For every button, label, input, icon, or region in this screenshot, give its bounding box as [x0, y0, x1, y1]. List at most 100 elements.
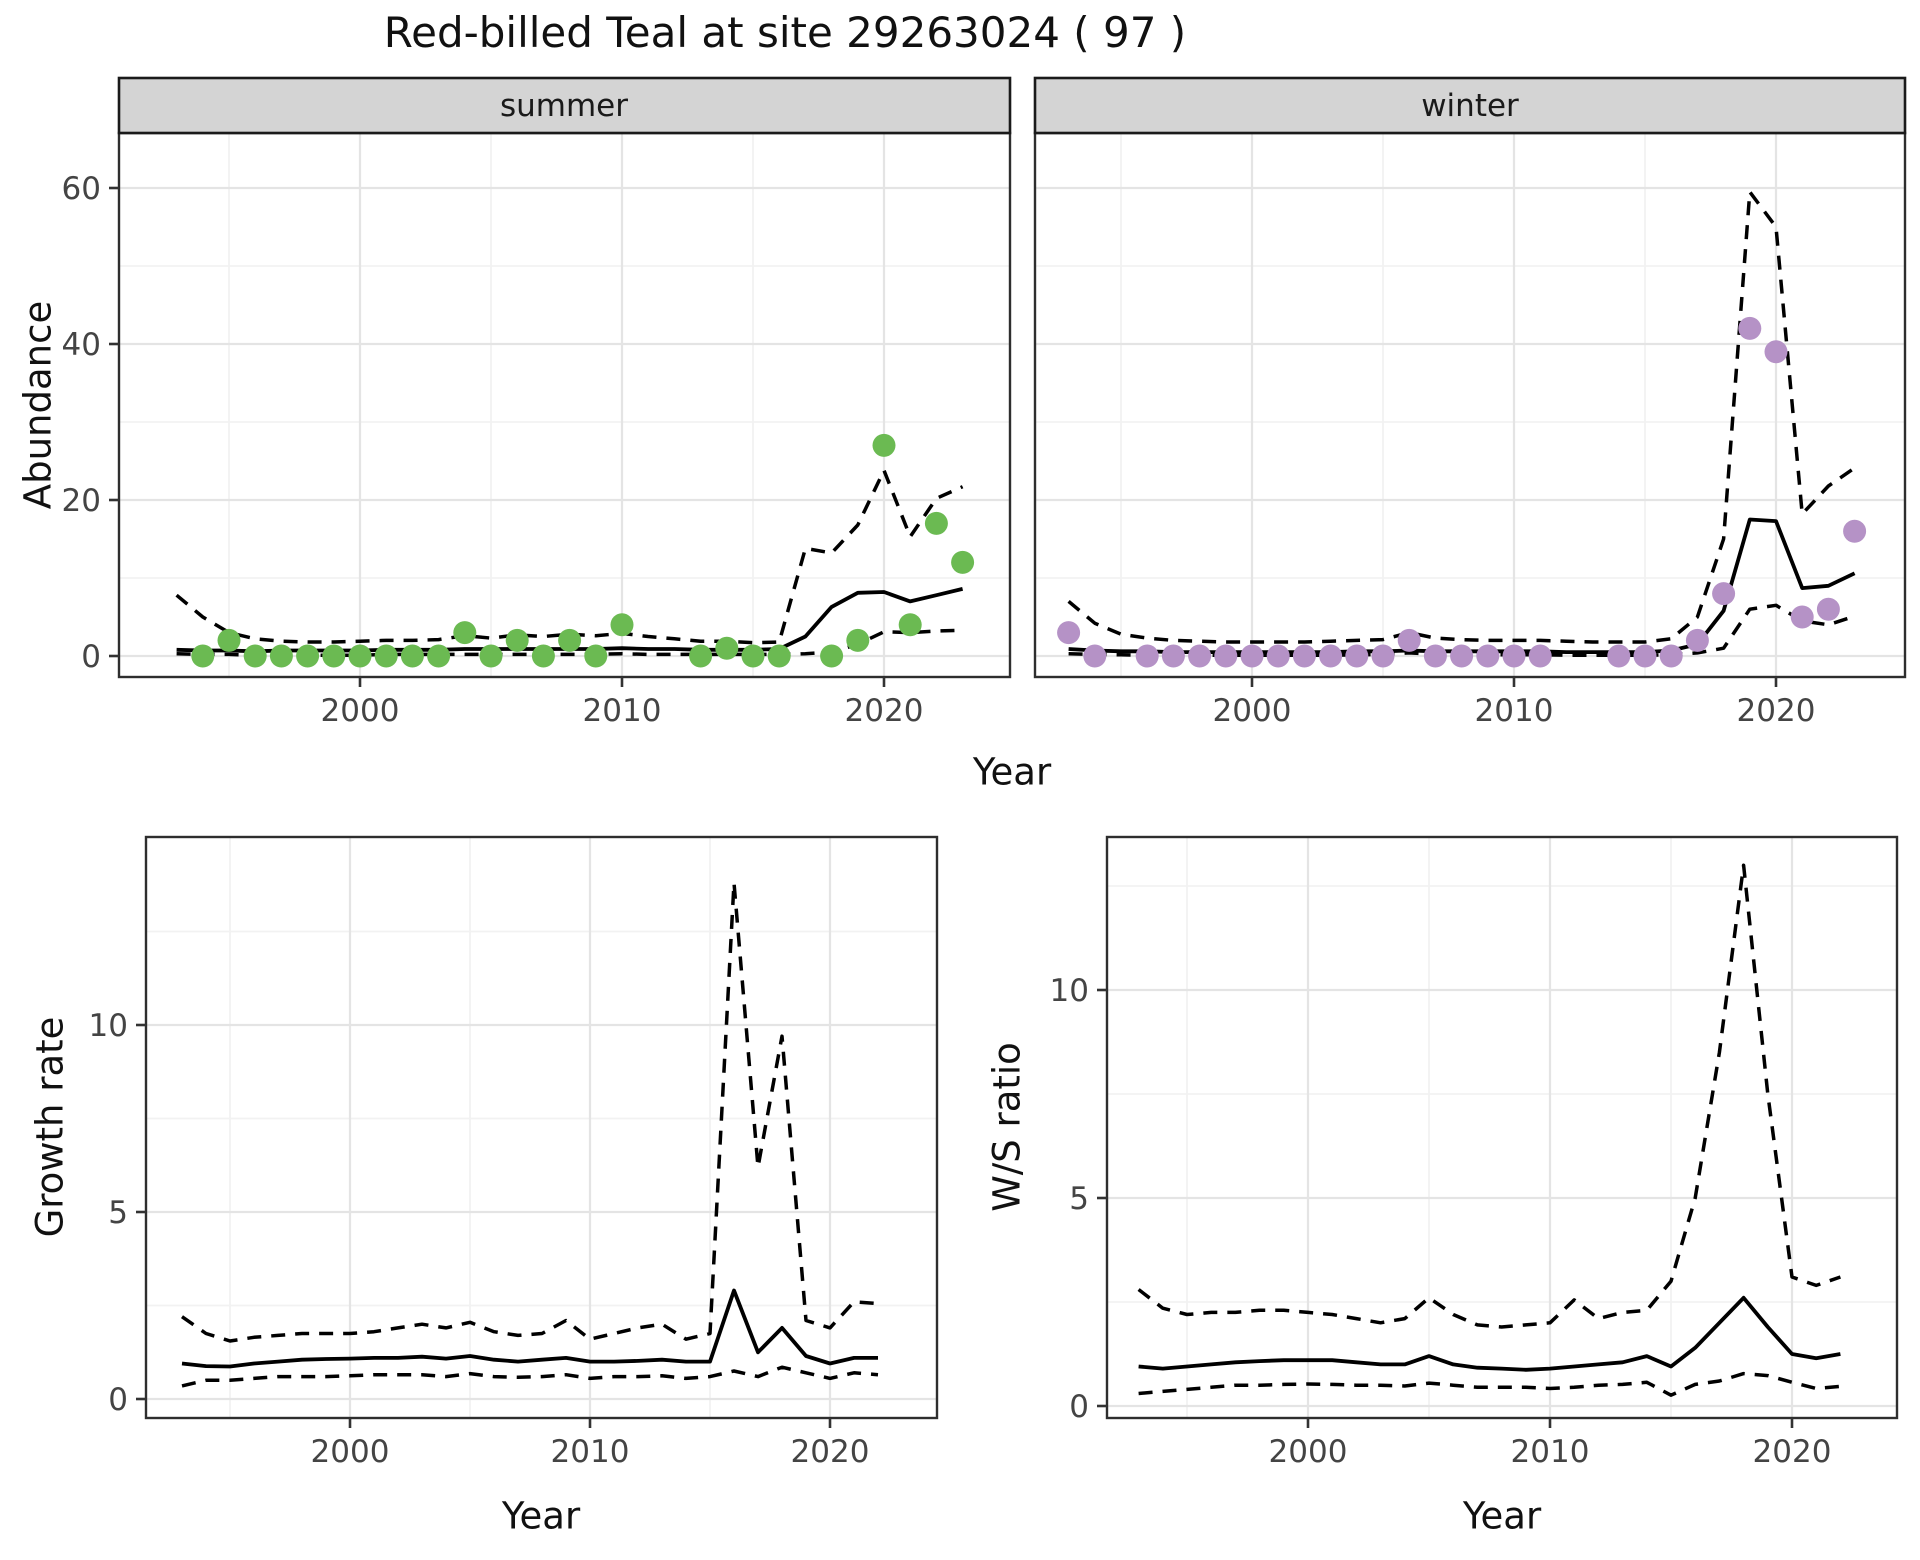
observed-point	[1450, 644, 1474, 668]
observed-point	[1633, 644, 1657, 668]
observed-point	[1135, 644, 1159, 668]
x-tick-label: 2020	[1753, 1434, 1832, 1470]
x-tick-label: 2010	[1511, 1434, 1590, 1470]
observed-point	[584, 644, 608, 668]
observed-point	[191, 644, 215, 668]
panel-background	[119, 133, 1010, 677]
observed-point	[1292, 644, 1316, 668]
x-axis-title-year-bottom-left: Year	[501, 1494, 581, 1538]
observed-point	[269, 644, 293, 668]
observed-point	[715, 636, 739, 660]
y-axis-title-growth-rate: Growth rate	[28, 1016, 72, 1238]
x-tick-label: 2000	[1269, 1434, 1348, 1470]
observed-point	[1423, 644, 1447, 668]
y-tick-label: 5	[108, 1195, 128, 1231]
observed-point	[1371, 644, 1395, 668]
y-tick-label: 10	[1050, 973, 1089, 1009]
facet-label-summer: summer	[499, 88, 629, 124]
observed-point	[296, 644, 320, 668]
y-axis-title-ws-ratio: W/S ratio	[985, 1042, 1029, 1212]
observed-point	[243, 644, 267, 668]
panel-border	[1105, 835, 1899, 1420]
observed-point	[1659, 644, 1683, 668]
observed-point	[1502, 644, 1526, 668]
observed-point	[741, 644, 765, 668]
x-tick-label: 2020	[791, 1434, 870, 1470]
observed-point	[322, 644, 346, 668]
observed-point	[558, 628, 582, 652]
observed-point	[505, 628, 529, 652]
observed-point	[1738, 316, 1762, 340]
observed-point	[1188, 644, 1212, 668]
panel-border	[144, 835, 939, 1420]
observed-point	[1476, 644, 1500, 668]
observed-point	[1607, 644, 1631, 668]
observed-point	[1528, 644, 1552, 668]
observed-point	[1843, 519, 1867, 543]
observed-point	[400, 644, 424, 668]
x-tick-label: 2010	[1475, 693, 1554, 729]
observed-point	[898, 613, 922, 637]
observed-point	[1319, 644, 1343, 668]
y-tick-label: 5	[1069, 1181, 1089, 1217]
y-tick-label: 0	[108, 1382, 128, 1418]
facet-strip	[117, 76, 1012, 135]
y-axis-title-abundance: Abundance	[16, 300, 60, 510]
observed-point	[1685, 628, 1709, 652]
observed-point	[479, 644, 503, 668]
observed-point	[1266, 644, 1290, 668]
ci-upper-line	[180, 881, 879, 1343]
observed-point	[1083, 644, 1107, 668]
observed-point	[348, 644, 372, 668]
ci-upper-line	[1137, 863, 1841, 1329]
x-tick-label: 2020	[845, 693, 924, 729]
x-tick-label: 2000	[311, 1434, 390, 1470]
observed-point	[610, 613, 634, 637]
x-axis-title-year-bottom-right: Year	[1462, 1494, 1542, 1538]
fit-line	[1138, 1295, 1841, 1372]
observed-point	[767, 644, 791, 668]
observed-point	[820, 644, 844, 668]
ci-upper-line	[175, 468, 964, 645]
y-tick-label: 20	[62, 483, 101, 519]
observed-point	[1397, 628, 1421, 652]
panel-background	[146, 837, 937, 1418]
panel-background	[1107, 837, 1897, 1418]
facet-label-winter: winter	[1421, 88, 1519, 124]
x-axis-title-year-top: Year	[972, 750, 1052, 794]
x-tick-label: 2010	[583, 693, 662, 729]
y-tick-label: 0	[81, 639, 101, 675]
y-tick-label: 40	[62, 327, 101, 363]
observed-point	[453, 621, 477, 645]
observed-point	[951, 550, 975, 574]
observed-point	[374, 644, 398, 668]
x-tick-label: 2000	[321, 693, 400, 729]
y-tick-label: 60	[62, 171, 101, 207]
observed-point	[1764, 340, 1788, 364]
observed-point	[1161, 644, 1185, 668]
observed-point	[531, 644, 555, 668]
y-tick-label: 10	[89, 1008, 128, 1044]
observed-point	[1816, 597, 1840, 621]
x-tick-label: 2010	[551, 1434, 630, 1470]
ci-upper-line	[1067, 190, 1856, 644]
observed-point	[1214, 644, 1238, 668]
observed-point	[846, 628, 870, 652]
fit-line	[181, 1288, 878, 1369]
x-tick-label: 2020	[1737, 693, 1816, 729]
x-tick-label: 2000	[1213, 693, 1292, 729]
observed-point	[689, 644, 713, 668]
observed-point	[427, 644, 451, 668]
observed-point	[1240, 644, 1264, 668]
observed-point	[924, 511, 948, 535]
ci-lower-line	[181, 1365, 879, 1388]
panel-background	[1035, 133, 1905, 677]
observed-point	[1790, 605, 1814, 629]
chart-title: Red-billed Teal at site 29263024 ( 97 )	[383, 8, 1187, 57]
facet-strip	[1033, 76, 1907, 135]
observed-point	[217, 628, 241, 652]
y-tick-label: 0	[1069, 1389, 1089, 1425]
observed-point	[1345, 644, 1369, 668]
